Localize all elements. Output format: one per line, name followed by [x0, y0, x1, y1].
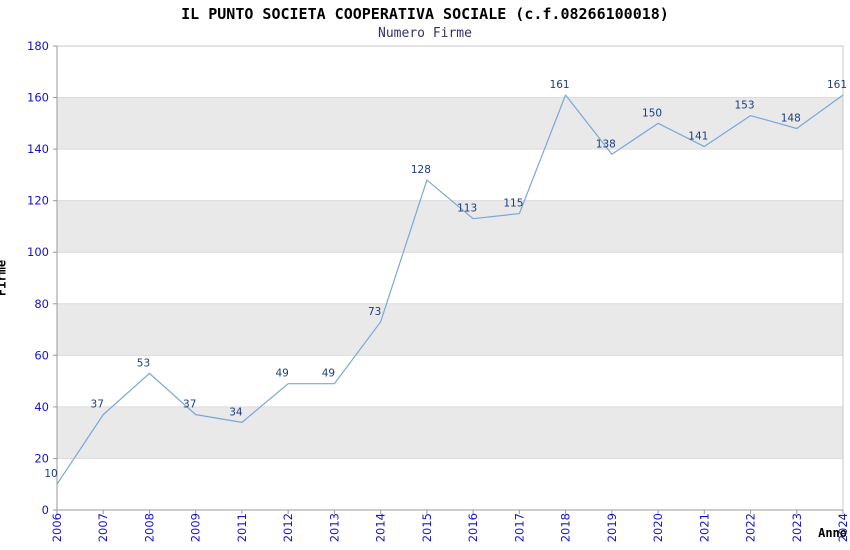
- svg-text:2023: 2023: [790, 513, 804, 542]
- svg-text:161: 161: [550, 79, 570, 91]
- svg-text:37: 37: [91, 399, 104, 411]
- svg-text:80: 80: [34, 297, 49, 311]
- svg-text:0: 0: [42, 503, 49, 517]
- svg-text:2009: 2009: [189, 513, 203, 542]
- svg-text:2021: 2021: [697, 513, 711, 542]
- svg-text:2022: 2022: [744, 513, 758, 542]
- svg-text:2013: 2013: [327, 513, 341, 542]
- svg-text:37: 37: [183, 399, 196, 411]
- chart-title: IL PUNTO SOCIETA COOPERATIVA SOCIALE (c.…: [181, 5, 669, 23]
- chart-subtitle: Numero Firme: [378, 26, 472, 41]
- svg-text:180: 180: [27, 39, 49, 53]
- svg-text:2012: 2012: [281, 513, 295, 542]
- svg-text:2018: 2018: [559, 513, 573, 542]
- svg-text:53: 53: [137, 357, 150, 369]
- svg-text:2007: 2007: [96, 513, 110, 542]
- svg-text:113: 113: [457, 203, 477, 215]
- svg-text:128: 128: [411, 164, 431, 176]
- svg-text:100: 100: [27, 245, 49, 259]
- svg-text:49: 49: [322, 368, 335, 380]
- x-axis-label: Anno: [818, 526, 847, 540]
- svg-text:2016: 2016: [466, 513, 480, 542]
- svg-text:60: 60: [34, 348, 49, 362]
- svg-text:2006: 2006: [50, 513, 64, 542]
- svg-text:138: 138: [596, 138, 616, 150]
- svg-text:2019: 2019: [605, 513, 619, 542]
- svg-text:150: 150: [642, 107, 662, 119]
- svg-text:2014: 2014: [374, 513, 388, 542]
- svg-text:141: 141: [688, 131, 708, 143]
- svg-text:20: 20: [34, 451, 49, 465]
- svg-text:153: 153: [735, 100, 755, 112]
- svg-text:40: 40: [34, 400, 49, 414]
- svg-text:161: 161: [827, 79, 847, 91]
- svg-text:10: 10: [44, 468, 57, 480]
- svg-text:73: 73: [368, 306, 381, 318]
- svg-text:148: 148: [781, 112, 801, 124]
- svg-text:49: 49: [275, 368, 288, 380]
- svg-text:140: 140: [27, 142, 49, 156]
- svg-text:34: 34: [229, 406, 243, 418]
- svg-text:2008: 2008: [142, 513, 156, 542]
- svg-text:2011: 2011: [235, 513, 249, 542]
- svg-text:2017: 2017: [512, 513, 526, 542]
- svg-text:2015: 2015: [420, 513, 434, 542]
- svg-text:115: 115: [503, 198, 523, 210]
- svg-text:120: 120: [27, 194, 49, 208]
- svg-text:2024: 2024: [836, 513, 850, 542]
- svg-text:160: 160: [27, 91, 49, 105]
- svg-text:2020: 2020: [651, 513, 665, 542]
